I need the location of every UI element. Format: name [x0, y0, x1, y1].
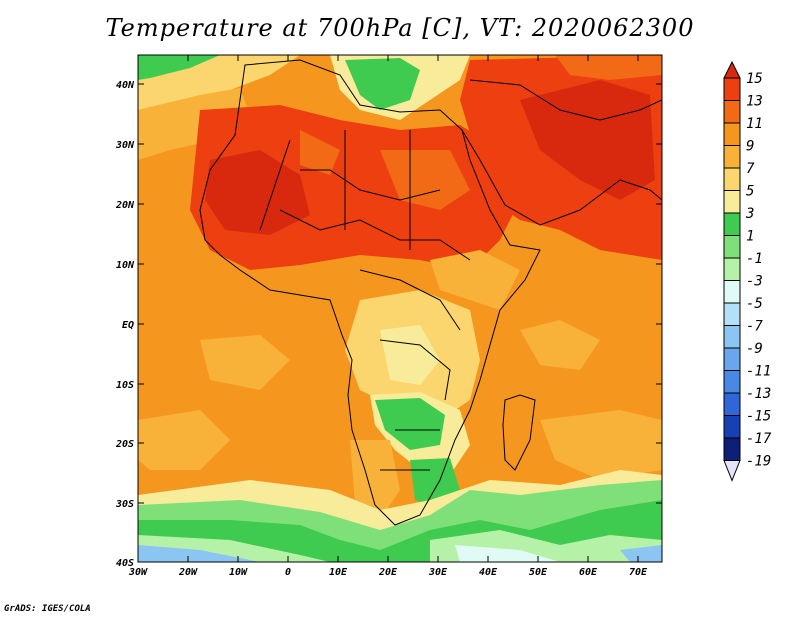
colorbar-swatch — [723, 392, 741, 416]
axis-ticks — [137, 55, 662, 563]
lon-tick-label: 0 — [285, 567, 291, 578]
colorbar-swatch — [723, 302, 741, 326]
lon-tick-label: 40E — [479, 567, 498, 578]
latitude-labels: 40N 30N 20N 10N EQ 10S 20S 30S 40S — [115, 80, 135, 569]
colorbar-label: 9 — [746, 139, 754, 155]
lon-tick-label: 10E — [329, 567, 348, 578]
longitude-labels: 30W 20W 10W 0 10E 20E 30E 40E 50E 60E 70E — [128, 567, 648, 578]
lat-tick-label: 10N — [116, 260, 135, 271]
colorbar-label: -1 — [746, 251, 763, 267]
colorbar-label: -9 — [746, 341, 763, 357]
colorbar-swatch — [723, 370, 741, 394]
coastlines — [199, 59, 662, 526]
lon-tick-label: 60E — [579, 567, 598, 578]
colorbar-label: -19 — [746, 454, 771, 470]
map-title: Temperature at 700hPa [C], VT: 202006230… — [105, 14, 695, 42]
colorbar-label: 15 — [746, 71, 763, 87]
lon-tick-label: 50E — [529, 567, 548, 578]
colorbar-label: 7 — [746, 161, 755, 177]
lat-tick-label: EQ — [122, 320, 134, 331]
lon-tick-label: 20E — [378, 567, 398, 578]
lat-tick-label: 40S — [116, 558, 134, 569]
colorbar-label: 11 — [746, 116, 763, 132]
colorbar-label: -11 — [746, 364, 771, 380]
colorbar-top-arrow — [723, 60, 741, 79]
lat-tick-label: 40N — [116, 80, 135, 91]
lat-tick-label: 20S — [115, 439, 134, 450]
colorbar-swatch — [723, 235, 741, 259]
lon-tick-label: 70E — [629, 567, 648, 578]
colorbar-bottom-arrow — [723, 460, 741, 482]
lat-tick-label: 30S — [115, 499, 134, 510]
lon-tick-label: 20W — [178, 567, 198, 578]
colorbar: 15 13 11 9 7 5 3 1 -1 -3 -5 -7 -9 -11 -13 -15 -17 -19 — [723, 60, 772, 482]
lon-tick-label: 10W — [229, 567, 248, 578]
colorbar-swatch — [723, 100, 741, 124]
colorbar-label: 3 — [745, 206, 754, 222]
colorbar-swatch — [723, 325, 741, 349]
colorbar-swatch — [723, 257, 741, 281]
colorbar-swatch — [723, 190, 741, 214]
colorbar-swatch — [723, 212, 741, 236]
colorbar-label: -13 — [746, 386, 771, 402]
lon-tick-label: 30W — [128, 567, 148, 578]
colorbar-swatch — [723, 347, 741, 371]
colorbar-swatch — [723, 437, 741, 461]
temperature-field — [138, 55, 662, 562]
colorbar-swatch — [723, 145, 741, 169]
colorbar-swatch — [723, 77, 741, 101]
colorbar-label: -15 — [746, 409, 771, 425]
colorbar-swatch — [723, 122, 741, 146]
colorbar-swatch — [723, 280, 741, 304]
credit-text: GrADS: IGES/COLA — [4, 604, 91, 614]
lat-tick-label: 20N — [115, 200, 135, 211]
lat-tick-label: 30N — [115, 140, 135, 151]
colorbar-label: 13 — [746, 94, 763, 110]
colorbar-swatch — [723, 167, 741, 191]
lon-tick-label: 30E — [428, 567, 448, 578]
colorbar-label: -3 — [746, 274, 763, 290]
colorbar-label: 5 — [746, 184, 754, 200]
colorbar-label: -5 — [746, 296, 763, 312]
colorbar-label: -7 — [746, 319, 763, 335]
colorbar-label: 1 — [746, 229, 754, 245]
lat-tick-label: 10S — [116, 380, 134, 391]
map-frame — [137, 54, 663, 563]
colorbar-label: -17 — [746, 431, 772, 447]
colorbar-swatch — [723, 415, 741, 439]
